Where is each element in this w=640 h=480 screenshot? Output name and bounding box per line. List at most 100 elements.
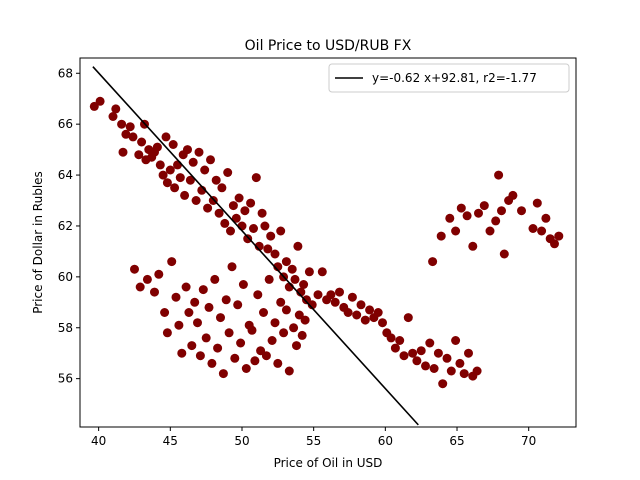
data-point [445,213,455,223]
data-point [180,190,190,200]
data-point [220,218,230,228]
data-point [403,313,413,323]
data-point [276,297,286,307]
data-point [479,201,489,211]
data-point [266,231,276,241]
data-point [137,137,147,147]
data-point [228,201,238,211]
data-point [293,241,303,251]
y-axis-label: Price of Dollar in Rubles [31,171,45,314]
data-point [395,336,405,345]
data-point [217,183,227,193]
data-point [118,147,128,157]
x-tick-label: 55 [306,434,321,448]
data-point [297,330,307,340]
data-point [459,369,469,379]
y-axis-ticks: 56 58 60 62 64 66 68 [58,66,80,386]
data-point [287,264,297,274]
data-point [130,264,139,274]
data-point [173,160,182,170]
x-tick-label: 70 [521,434,536,448]
data-point [170,183,180,193]
data-point [162,328,172,338]
data-point [425,338,435,348]
y-tick-label: 62 [58,219,73,233]
data-point [216,313,225,323]
data-point [204,302,214,312]
data-point [474,208,483,218]
data-point [150,287,159,297]
data-point [294,310,304,320]
data-point [408,348,418,358]
data-point [494,170,504,180]
data-point [198,285,208,295]
data-point [317,267,327,277]
y-tick-label: 68 [58,66,73,80]
data-point [446,366,456,376]
data-point [241,364,251,373]
data-point [537,226,547,236]
data-point [188,157,198,167]
data-point [290,274,300,284]
data-point [373,308,383,317]
data-point [343,308,353,317]
data-point [223,168,233,177]
data-point [313,290,323,300]
data-point [249,224,258,233]
data-point [292,341,301,351]
data-point [267,336,277,345]
data-point [210,274,220,284]
data-point [281,257,291,267]
x-tick-label: 40 [91,434,106,448]
data-point [335,287,344,297]
data-point [187,341,197,351]
data-point [152,142,162,152]
data-point [528,224,538,233]
data-point [134,150,144,160]
data-point [221,295,231,305]
data-point [365,305,375,315]
data-point [468,241,478,251]
data-point [497,206,506,216]
data-point [240,206,250,216]
data-point [304,267,314,277]
data-point [416,346,426,356]
data-point [201,333,211,343]
data-point [155,160,165,170]
x-axis-ticks: 40 45 50 55 60 65 70 [91,427,536,448]
fit-line-layer [92,66,419,426]
plot-frame [79,57,577,428]
data-point [451,226,461,236]
x-tick-label: 60 [378,434,393,448]
data-point [183,145,192,155]
data-point [300,315,310,325]
data-point [442,353,452,363]
data-point [270,249,280,259]
data-point [117,119,127,129]
data-point [246,198,256,208]
data-point [253,290,263,300]
data-point [299,280,309,289]
data-point [273,262,283,272]
data-point [154,269,164,279]
data-point [261,351,271,361]
data-point [231,213,241,223]
data-point [254,241,264,251]
data-point [185,175,195,185]
fit-line [92,66,419,426]
data-point [508,190,518,200]
data-point [386,333,396,343]
data-point [89,101,99,111]
data-point [200,165,210,175]
data-point [499,249,509,259]
data-point [378,318,387,328]
data-point [532,198,542,208]
data-point [193,318,202,328]
data-point [517,206,526,216]
data-point [279,328,289,338]
data-point [412,356,422,366]
y-tick-label: 64 [58,168,73,182]
data-point [456,203,466,213]
data-point [234,193,244,203]
data-point [190,297,200,307]
